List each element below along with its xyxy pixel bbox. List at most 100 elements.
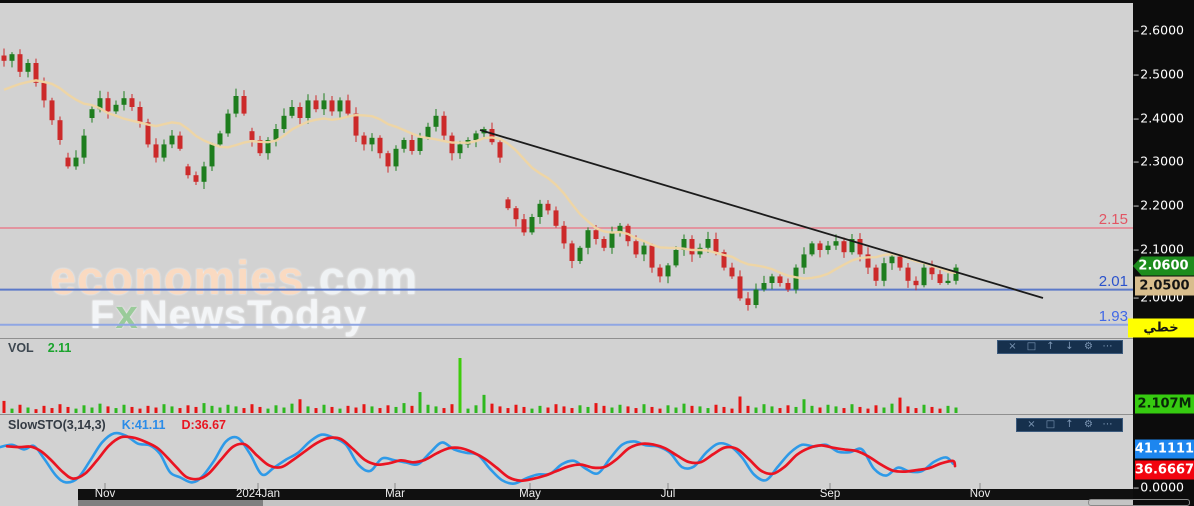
volume-bar (890, 403, 894, 413)
volume-bar (418, 392, 422, 413)
volume-bar (146, 405, 150, 413)
candle-body (553, 210, 559, 226)
candle-body (937, 274, 943, 283)
candle-body (321, 100, 327, 110)
more-icon[interactable]: ⋯ (1102, 419, 1113, 430)
candle-body (617, 225, 623, 233)
settings-icon[interactable]: ⚙ (1084, 341, 1093, 352)
volume-bar (130, 406, 134, 413)
volume-bar (642, 404, 646, 413)
chart-canvas[interactable] (0, 0, 1133, 506)
volume-bar (170, 406, 174, 413)
volume-bar (522, 406, 526, 413)
candle-body (689, 239, 695, 255)
candle-body (249, 131, 255, 140)
volume-stoch-separator[interactable] (0, 414, 1133, 415)
candle-body (33, 63, 39, 83)
scrollbar-thumb[interactable] (78, 500, 263, 506)
trendline[interactable] (479, 129, 1044, 299)
range-control[interactable] (1088, 499, 1190, 506)
volume-bar (34, 409, 38, 413)
price-axis-tick: –2.1000 (1133, 241, 1184, 257)
stoch-k-badge: 41.1111 (1134, 439, 1194, 459)
volume-bar (762, 404, 766, 413)
volume-bar (650, 406, 654, 413)
candle-body (673, 250, 679, 266)
volume-bar (674, 407, 678, 413)
move-up-icon[interactable]: ↑ (1065, 419, 1074, 430)
candle-body (649, 245, 655, 268)
candle-body (313, 100, 319, 110)
volume-bar (274, 405, 278, 413)
time-axis[interactable] (78, 489, 1133, 500)
volume-bar (770, 406, 774, 413)
volume-bar (930, 406, 934, 413)
volume-bar (250, 404, 254, 413)
time-axis-label: May (519, 488, 541, 500)
candle-body (897, 256, 903, 268)
candle-body (561, 225, 567, 244)
close-icon[interactable]: × (1027, 419, 1036, 430)
volume-bar (58, 404, 62, 413)
candle-body (337, 100, 343, 112)
volume-bar (218, 407, 222, 413)
volume-bar (370, 406, 374, 413)
candle-body (641, 245, 647, 255)
maximize-icon[interactable]: □ (1026, 341, 1037, 352)
volume-bar (298, 399, 302, 413)
volume-bar (98, 403, 102, 413)
volume-bar (442, 408, 446, 413)
candle-body (457, 144, 463, 154)
moving-average-line (3, 79, 957, 280)
scrollbar-track[interactable] (78, 500, 1133, 506)
volume-bar (258, 406, 262, 413)
candle-body (825, 245, 831, 250)
maximize-icon[interactable]: □ (1045, 419, 1056, 430)
stoch-k-value: K:41.11 (121, 418, 166, 432)
volume-panel-header: VOL 2.11 (8, 341, 71, 355)
volume-bar (466, 408, 470, 413)
candle-body (713, 239, 719, 253)
volume-bar (554, 404, 558, 413)
volume-bar (802, 399, 806, 413)
candle-body (761, 283, 767, 290)
candle-body (161, 144, 167, 158)
candle-body (57, 120, 63, 140)
volume-bar (354, 407, 358, 413)
candle-body (17, 54, 23, 72)
candle-body (193, 175, 199, 182)
candle-body (81, 135, 87, 158)
candle-body (609, 232, 615, 248)
volume-bar (794, 406, 798, 413)
volume-bar (786, 405, 790, 413)
main-volume-separator[interactable] (0, 338, 1133, 339)
volume-bar (866, 408, 870, 413)
volume-bar (498, 406, 502, 413)
volume-bar (386, 405, 390, 413)
volume-bar (322, 404, 326, 413)
candle-body (833, 241, 839, 246)
move-down-icon[interactable]: ↓ (1065, 341, 1074, 352)
price-axis-panel[interactable]: –2.6000 –2.5000 –2.4000 –2.3000 –2.2000 –2.10… (1128, 0, 1194, 506)
volume-bar (122, 404, 126, 413)
volume-bar (306, 406, 310, 413)
volume-bar (402, 403, 406, 413)
volume-bar (82, 405, 86, 413)
candle-body (665, 265, 671, 277)
settings-icon[interactable]: ⚙ (1084, 419, 1093, 430)
volume-bar (290, 403, 294, 413)
candle-body (809, 243, 815, 255)
candle-body (201, 166, 207, 182)
volume-bar (26, 407, 30, 413)
candle-body (577, 247, 583, 261)
more-icon[interactable]: ⋯ (1102, 341, 1113, 352)
candle-body (177, 135, 183, 149)
volume-bar (138, 408, 142, 413)
stoch-d-badge: 36.6667 (1134, 460, 1194, 480)
volume-bar (682, 403, 686, 413)
volume-bar (722, 406, 726, 413)
close-icon[interactable]: × (1008, 341, 1017, 352)
volume-bar (570, 408, 574, 413)
volume-bar (586, 406, 590, 413)
move-up-icon[interactable]: ↑ (1046, 341, 1055, 352)
